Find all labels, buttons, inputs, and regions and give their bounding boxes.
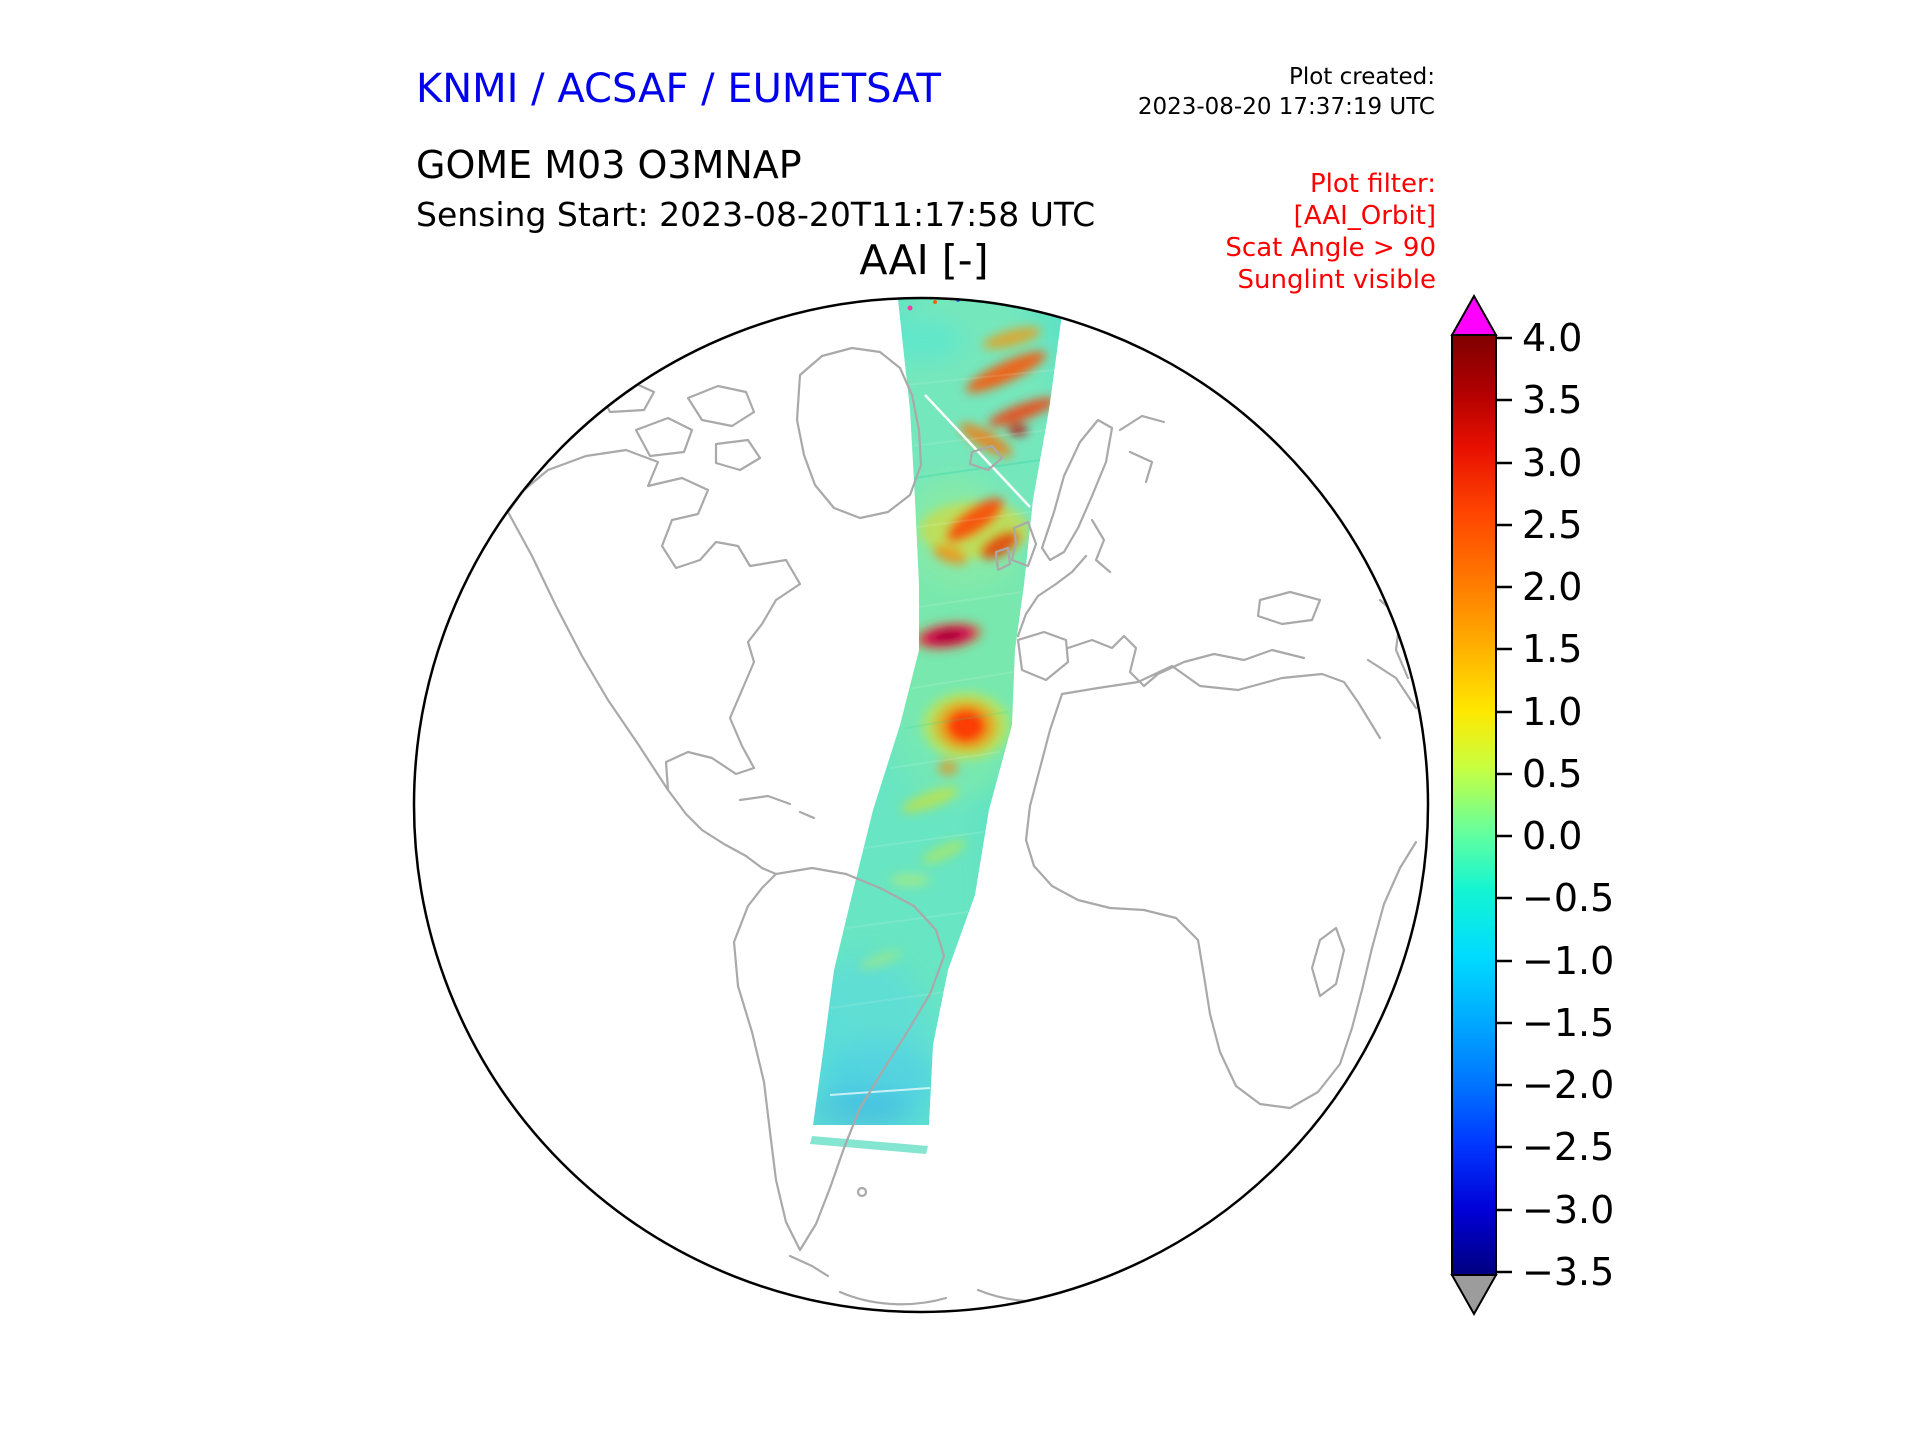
colorbar-tick-label: −1.0 [1522, 939, 1614, 983]
aai-hotspot [959, 423, 1013, 457]
colorbar-tick-labels: 4.0 3.5 3.0 2.5 2.0 1.5 1.0 0.5 0.0 −0.5… [1522, 316, 1614, 1294]
colorbar-over-arrow [1450, 293, 1498, 336]
decorative-shape [913, 459, 1041, 479]
aai-hotspot [859, 950, 901, 970]
globe-outline [412, 296, 1430, 1314]
colorbar-tick-label: −3.5 [1522, 1250, 1614, 1294]
plot-created: Plot created: 2023-08-20 17:37:19 UTC [1138, 62, 1435, 122]
decorative-shape [845, 911, 969, 929]
colorbar-under-arrow [1450, 1274, 1498, 1317]
aai-hotspot [1008, 424, 1028, 436]
aai-hotspot [938, 760, 958, 776]
header-brand: KNMI / ACSAF / EUMETSAT [416, 66, 941, 112]
filter-line: Scat Angle > 90 [1225, 233, 1436, 263]
coastline-path-africa [1024, 658, 1418, 1110]
decorative-shape [875, 318, 965, 362]
colorbar-tick-label: 4.0 [1522, 316, 1582, 360]
plot-title: AAI [-] [859, 236, 989, 284]
aai-hotspot [932, 545, 968, 565]
decorative-shape [889, 751, 1001, 769]
coastline-path-north-america [506, 448, 816, 876]
filter-line: [AAI_Orbit] [1293, 201, 1436, 231]
swath-scanline-texture [829, 369, 1056, 1009]
colorbar-tick-label: 2.0 [1522, 565, 1582, 609]
aai-hotspot [946, 498, 1004, 542]
aai-hotspot [922, 840, 966, 864]
decorative-shape [933, 300, 937, 304]
colorbar-gradient [1451, 334, 1497, 1276]
colorbar-tick-marks [1496, 336, 1512, 1274]
colorbar-tick-label: 2.5 [1522, 503, 1582, 547]
orbit-swath [813, 298, 1068, 1125]
product-title: GOME M03 O3MNAP [416, 143, 802, 187]
coastline-path-south-america-antarctica [732, 866, 1098, 1306]
colorbar-tick-label: −0.5 [1522, 876, 1614, 920]
decorative-shape [918, 591, 1023, 608]
aai-hotspots [859, 327, 1056, 970]
decorative-shape [911, 429, 1049, 447]
coastline-path-europe [994, 414, 1410, 688]
coastline-path-greenland-arctic [598, 346, 1004, 520]
colorbar-tick-label: 1.5 [1522, 627, 1582, 671]
decorative-shape [916, 511, 1032, 528]
decorative-shape [911, 671, 1015, 689]
colorbar-tick-label: 0.0 [1522, 814, 1582, 858]
colorbar-tick-label: 3.5 [1522, 378, 1582, 422]
coastline-falkland-islands [856, 1186, 868, 1198]
plot-created-label: Plot created: [1288, 64, 1435, 90]
colorbar: 4.0 3.5 3.0 2.5 2.0 1.5 1.0 0.5 0.0 −0.5… [1450, 293, 1614, 1317]
aai-hotspot [946, 709, 986, 743]
colorbar-tick-label: −2.5 [1522, 1125, 1614, 1169]
decorative-shape [863, 831, 985, 849]
colorbar-tick-label: −3.0 [1522, 1188, 1614, 1232]
colorbar-tick-label: 3.0 [1522, 441, 1582, 485]
aai-hotspot [934, 630, 962, 642]
filter-line: Sunglint visible [1237, 265, 1436, 295]
filter-title: Plot filter: [1309, 169, 1436, 199]
swath-tail-strip [810, 1136, 928, 1154]
aai-hotspot [901, 787, 959, 813]
aai-hotspot [980, 531, 1020, 559]
globe [506, 298, 1418, 1306]
colorbar-tick-label: −1.5 [1522, 1001, 1614, 1045]
decorative-shape [904, 369, 1056, 386]
aai-hotspot [965, 351, 1047, 393]
colorbar-tick-label: 0.5 [1522, 752, 1582, 796]
aai-hotspot [988, 397, 1056, 427]
filter-block: Plot filter: [AAI_Orbit] Scat Angle > 90… [1225, 168, 1436, 296]
plot-created-value: 2023-08-20 17:37:19 UTC [1137, 94, 1435, 120]
colorbar-tick-label: 1.0 [1522, 690, 1582, 734]
aai-hotspot [982, 327, 1042, 349]
sensing-start: Sensing Start: 2023-08-20T11:17:58 UTC [416, 195, 1096, 234]
decorative-shape [904, 711, 1009, 729]
swath-gap-line [829, 1087, 931, 1096]
decorative-shape [829, 991, 946, 1009]
aai-hotspot [890, 874, 930, 886]
colorbar-tick-label: −2.0 [1522, 1063, 1614, 1107]
decorative-shape [907, 305, 913, 311]
coastlines [506, 346, 1418, 1306]
